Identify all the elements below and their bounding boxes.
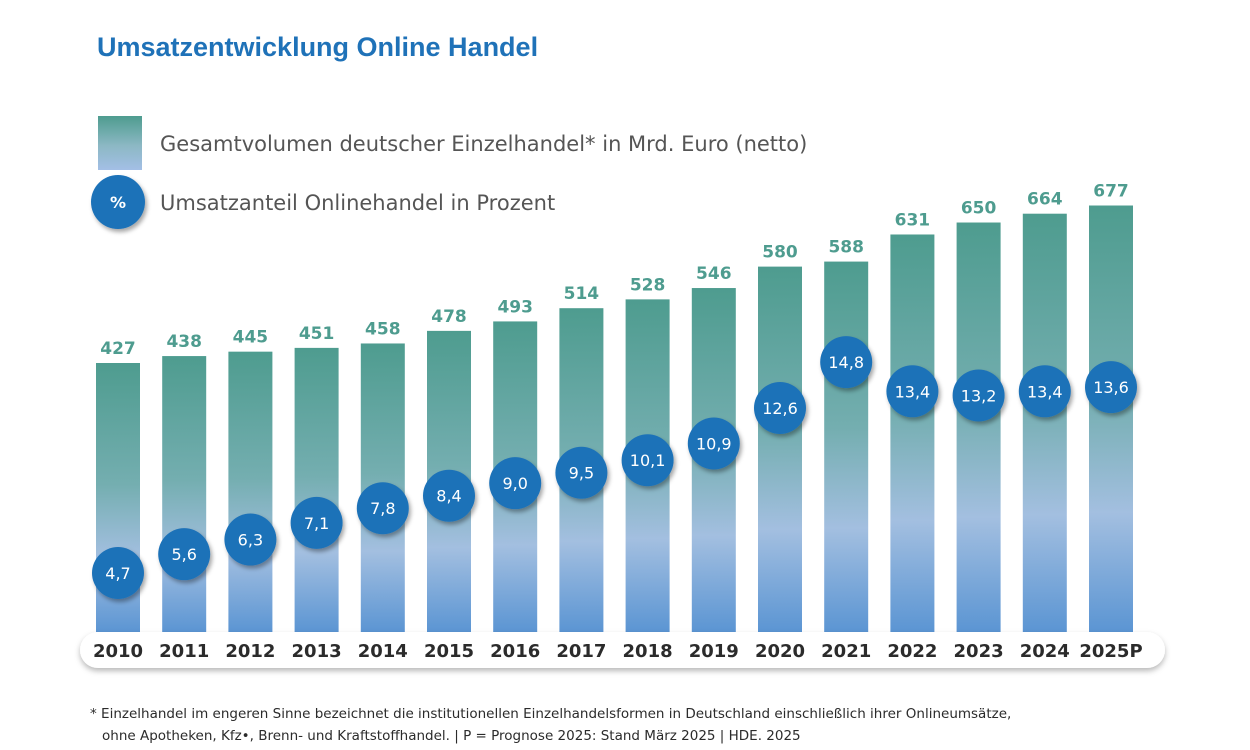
bar-value-label: 664 xyxy=(1027,190,1063,210)
percent-label: 13,6 xyxy=(1093,378,1129,397)
x-tick-label: 2018 xyxy=(623,641,673,662)
footnote: * Einzelhandel im engeren Sinne bezeichn… xyxy=(90,703,1210,747)
percent-circle xyxy=(886,365,939,418)
x-tick-label: 2023 xyxy=(954,641,1004,662)
legend: Gesamtvolumen deutscher Einzelhandel* in… xyxy=(91,116,807,229)
x-tick-label: 2020 xyxy=(755,641,805,662)
bar-value-label: 493 xyxy=(497,297,533,317)
bar xyxy=(890,234,935,632)
x-tick-label: 2010 xyxy=(93,641,143,662)
bar-value-label: 451 xyxy=(299,324,335,344)
bar-value-label: 677 xyxy=(1093,182,1129,202)
percent-label: 13,4 xyxy=(895,382,931,401)
bar-value-label: 427 xyxy=(100,339,136,359)
percent-label: 6,3 xyxy=(238,531,263,550)
x-tick-label: 2013 xyxy=(292,641,342,662)
legend-percent-symbol: % xyxy=(110,193,126,212)
percent-circle xyxy=(754,382,806,435)
percent-circle xyxy=(92,546,144,599)
bar xyxy=(1089,205,1133,632)
percent-circle xyxy=(1085,361,1137,414)
bar-value-label: 546 xyxy=(696,264,732,284)
percent-label: 8,4 xyxy=(436,487,461,506)
x-tick-label: 2021 xyxy=(821,641,871,662)
footnote-line-2: ohne Apotheken, Kfz•, Brenn- und Kraftst… xyxy=(102,728,801,744)
bar-value-label: 631 xyxy=(895,210,931,230)
percent-label: 13,2 xyxy=(961,386,997,405)
bar-value-label: 458 xyxy=(365,319,401,339)
percent-circle xyxy=(290,496,343,549)
x-tick-label: 2019 xyxy=(689,641,739,662)
percent-label: 13,4 xyxy=(1027,382,1063,401)
percent-label: 7,1 xyxy=(304,514,329,533)
bar-value-label: 514 xyxy=(564,284,600,304)
x-tick-label: 2015 xyxy=(424,641,474,662)
percent-label: 9,5 xyxy=(569,464,594,483)
x-tick-label: 2016 xyxy=(490,641,540,662)
footnote-line-1: * Einzelhandel im engeren Sinne bezeichn… xyxy=(90,706,1012,722)
percent-circle xyxy=(1018,365,1071,418)
percent-circle xyxy=(489,457,542,510)
bar-value-label: 528 xyxy=(630,275,666,295)
bar-value-label: 438 xyxy=(166,332,202,352)
percent-circle xyxy=(356,482,409,535)
percent-circle xyxy=(224,513,277,566)
percent-label: 4,7 xyxy=(105,564,130,583)
chart-title: Umsatzentwicklung Online Handel xyxy=(97,32,538,62)
bar xyxy=(162,356,207,632)
bar xyxy=(956,222,1001,632)
percent-circle xyxy=(555,446,608,499)
legend-bars-label: Gesamtvolumen deutscher Einzelhandel* in… xyxy=(160,132,807,156)
bar-value-label: 650 xyxy=(961,199,997,219)
percent-label: 12,6 xyxy=(762,399,798,418)
percent-circle xyxy=(820,336,873,389)
circle-series: 4,7 5,6 6,3 7,1 7,8 8,4 9,0 9,5 10,1 10,9 12,6 14,8… xyxy=(92,336,1137,599)
percent-circle xyxy=(423,469,475,522)
percent-circle xyxy=(952,369,1005,422)
x-tick-label: 2011 xyxy=(159,641,209,662)
percent-label: 5,6 xyxy=(171,545,196,564)
bar xyxy=(824,261,869,632)
bar xyxy=(758,266,802,632)
x-tick-label: 2014 xyxy=(358,641,408,662)
x-tick-label: 2025P xyxy=(1079,641,1142,662)
bar-value-label: 588 xyxy=(828,238,864,258)
x-tick-label: 2017 xyxy=(556,641,606,662)
percent-circle xyxy=(621,434,674,487)
x-axis-labels: 2010 2011 2012 2013 2014 2015 2016 2017 2018 2019… xyxy=(93,641,1143,662)
percent-label: 7,8 xyxy=(370,499,395,518)
percent-circle xyxy=(687,417,740,470)
bar-value-label: 445 xyxy=(233,328,269,348)
percent-label: 9,0 xyxy=(502,474,527,493)
percent-label: 10,9 xyxy=(696,435,732,454)
legend-circle-swatch xyxy=(91,175,145,229)
percent-label: 10,1 xyxy=(630,451,666,470)
x-axis-band xyxy=(80,632,1165,668)
bar-value-label: 478 xyxy=(431,307,467,327)
bar xyxy=(1022,213,1067,632)
bar-value-label: 580 xyxy=(762,243,798,263)
percent-label: 14,8 xyxy=(828,353,864,372)
bar xyxy=(228,351,273,632)
legend-bar-swatch xyxy=(98,116,142,170)
legend-circles-label: Umsatzanteil Onlinehandel in Prozent xyxy=(160,191,555,215)
bar xyxy=(294,347,339,632)
x-tick-label: 2024 xyxy=(1020,641,1070,662)
percent-circle xyxy=(158,528,211,581)
x-tick-label: 2022 xyxy=(887,641,937,662)
x-tick-label: 2012 xyxy=(225,641,275,662)
